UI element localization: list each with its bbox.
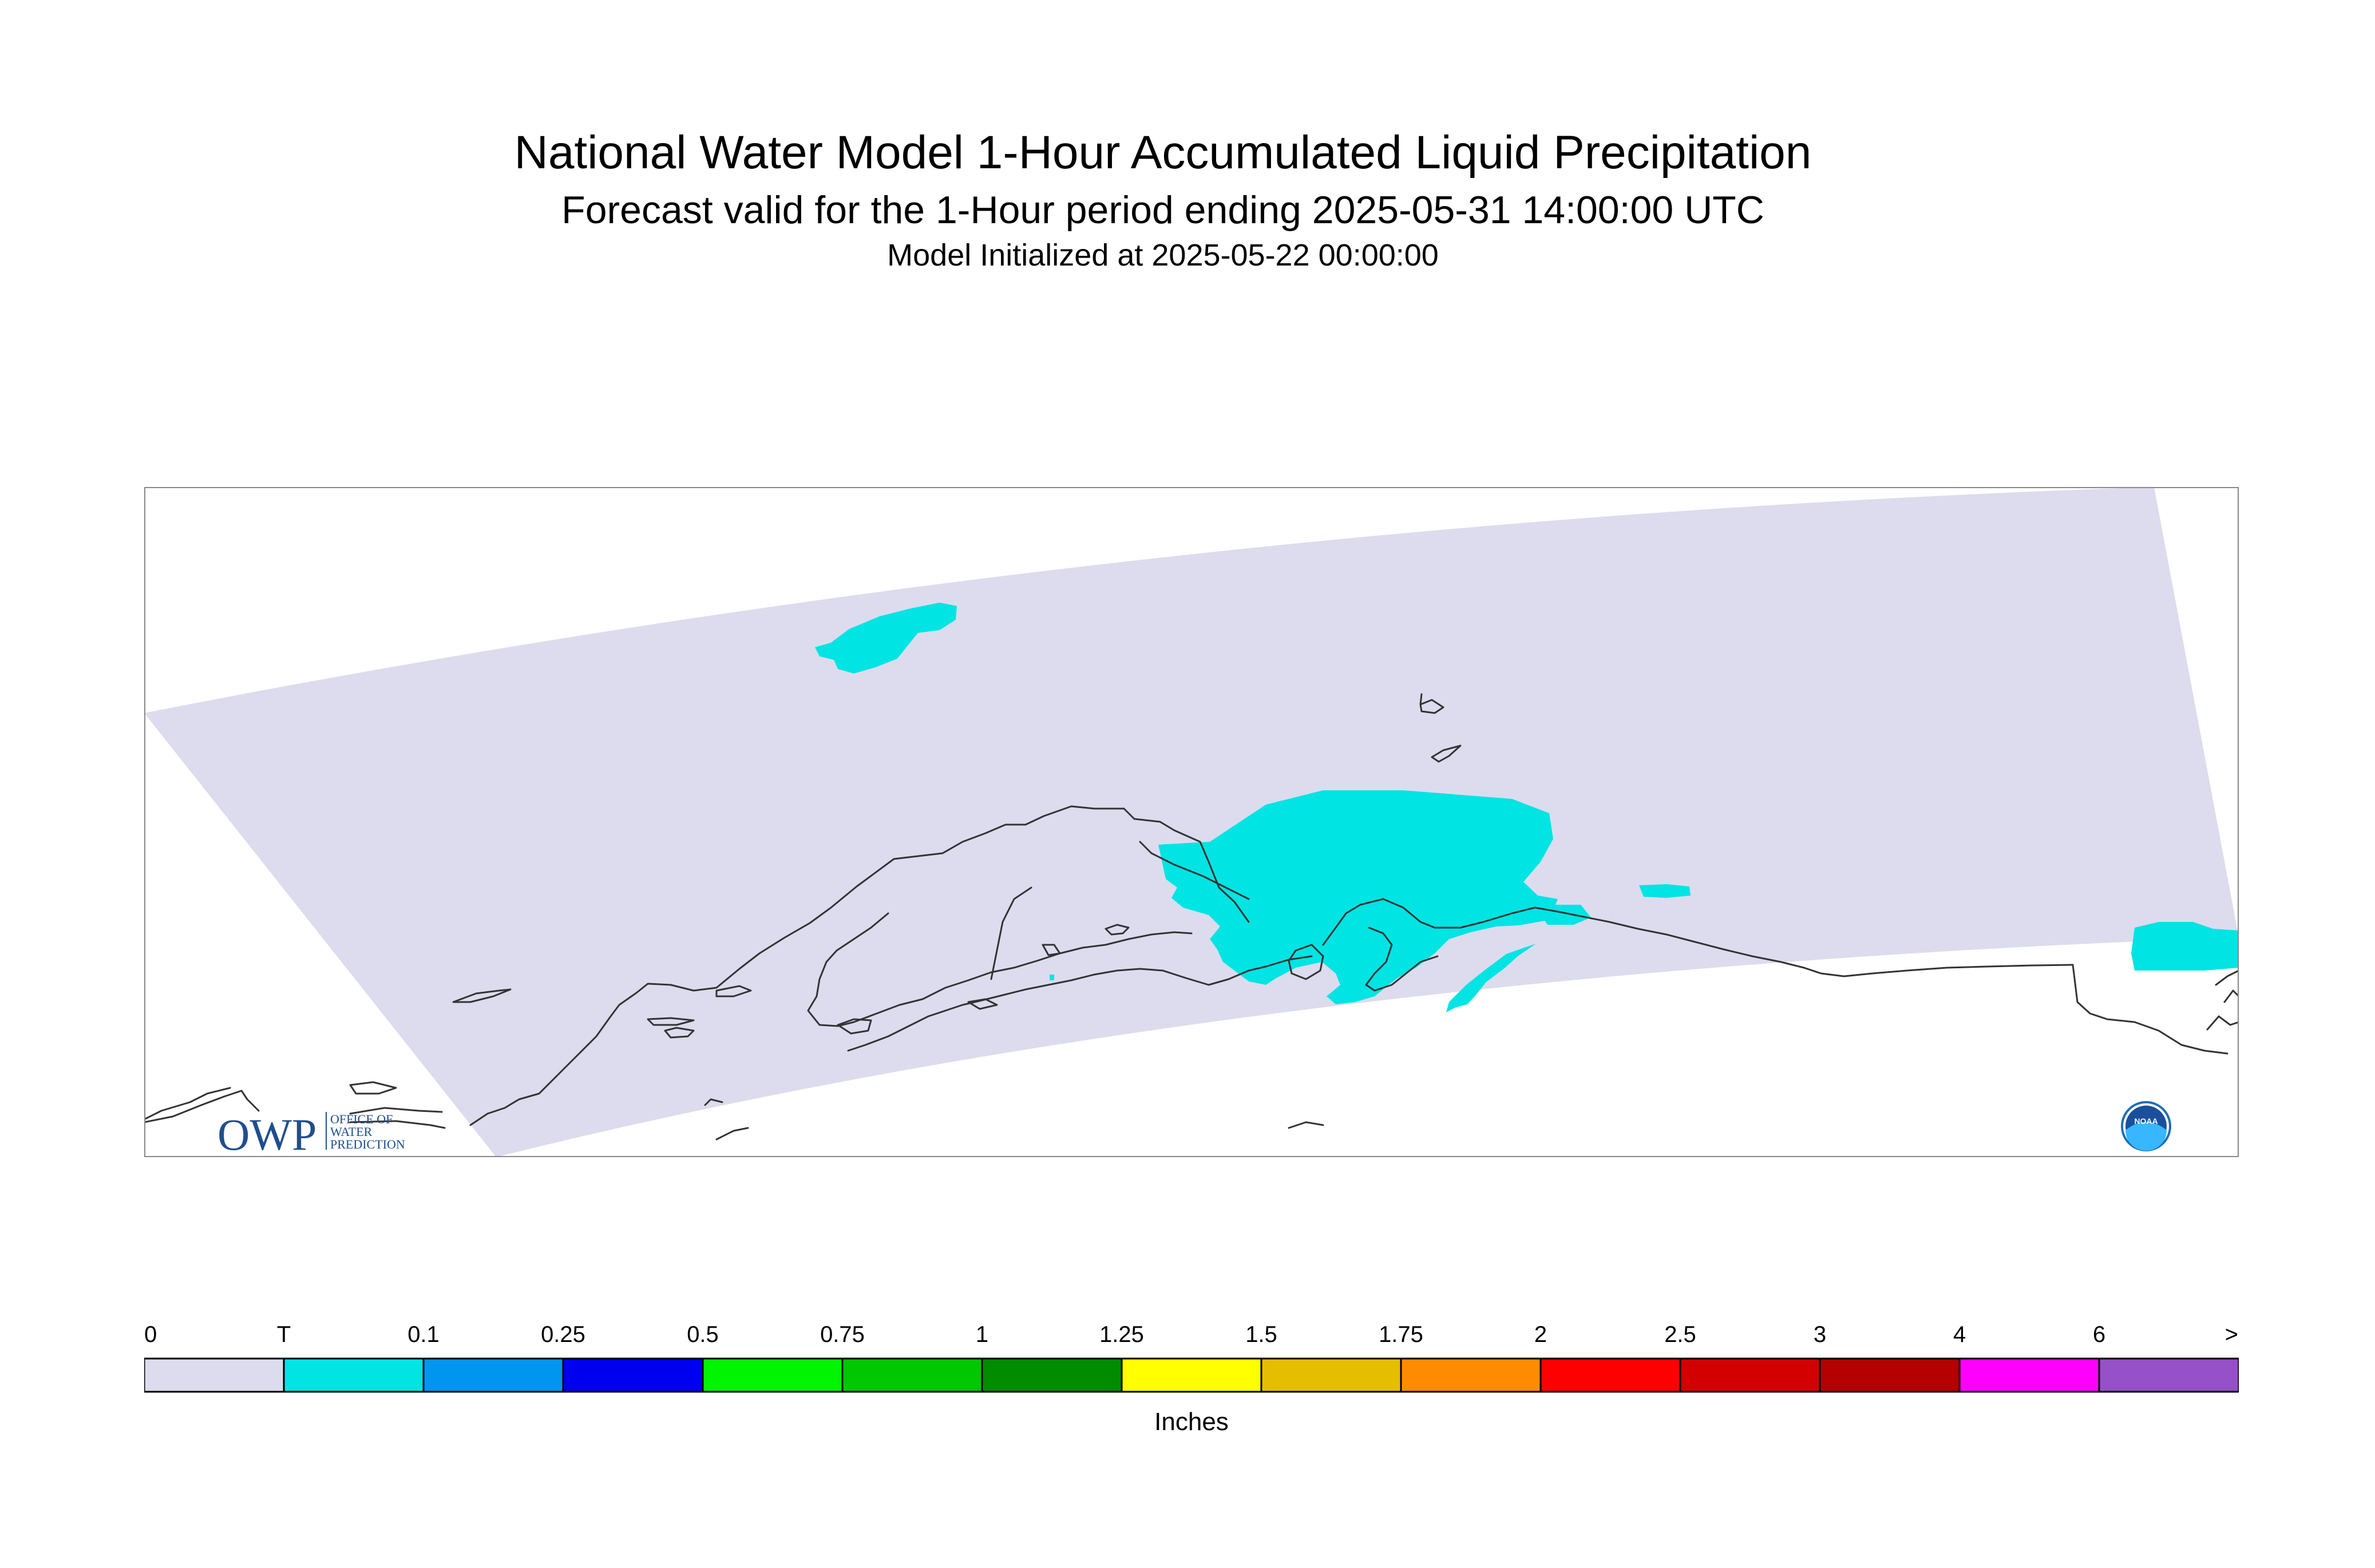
precip-area-speck: [1050, 975, 1054, 980]
colorbar-bins: [144, 1357, 2239, 1393]
noaa-emblem-label: NOAA: [2134, 1116, 2158, 1126]
model-init-line: Model Initialized at 2025-05-22 00:00:00: [887, 238, 1439, 272]
colorbar-tick-label: 6: [2093, 1322, 2105, 1347]
colorbar-bin-7: [1121, 1357, 1262, 1393]
coastlines: [144, 693, 2239, 1141]
colorbar-tick-label: 2.5: [1664, 1322, 1696, 1347]
colorbar-tick-label: 1.75: [1379, 1322, 1423, 1347]
colorbar-tick-label: 0.75: [820, 1322, 865, 1347]
colorbar-bin-8: [1260, 1357, 1402, 1393]
colorbar-units-label: Inches: [1154, 1408, 1229, 1436]
colorbar-bin-11: [1679, 1357, 1821, 1393]
colorbar-tick-label: 1.5: [1245, 1322, 1277, 1347]
colorbar-tick-label: 4: [1953, 1322, 1966, 1347]
owp-logo-line1: OFFICE OF: [330, 1112, 393, 1126]
map-title: National Water Model 1-Hour Accumulated …: [514, 126, 1812, 179]
colorbar-bin-14: [2098, 1357, 2239, 1393]
colorbar-bin-5: [841, 1357, 983, 1393]
colorbar-bin-10: [1539, 1357, 1681, 1393]
forecast-valid-subtitle: Forecast valid for the 1-Hour period end…: [561, 188, 1764, 232]
noaa-emblem: NOAA: [2121, 1101, 2171, 1151]
colorbar-bin-13: [1958, 1357, 2100, 1393]
colorbar-tick-labels: 0 T 0.1 0.25 0.5 0.75 1 1.25 1.5 1.75 2 2.5 3 4 6 >: [144, 1322, 2238, 1347]
precip-area-yakutat: [1639, 884, 1691, 898]
colorbar-bin-4: [702, 1357, 844, 1393]
colorbar: 0 T 0.1 0.25 0.5 0.75 1 1.25 1.5 1.75 2 2.5 3 4 6 >: [144, 1322, 2239, 1393]
model-domain: [144, 487, 2239, 1157]
colorbar-tick-label: 0.1: [407, 1322, 440, 1347]
precipitation-map: OWP OFFICE OF WATER PREDICTION NOAA: [144, 487, 2239, 1157]
colorbar-tick-label: T: [277, 1322, 291, 1347]
owp-logo-line2: WATER: [330, 1124, 373, 1139]
precip-area-panhandle: [2131, 922, 2239, 971]
colorbar-tick-label: 3: [1814, 1322, 1826, 1347]
precip-area-coastal-strip: [1446, 944, 1536, 1012]
precip-area-southcentral: [1158, 790, 1555, 1004]
colorbar-bin-0: [144, 1357, 285, 1393]
colorbar-tick-label: 1.25: [1099, 1322, 1144, 1347]
map-frame: [144, 487, 2239, 1157]
owp-logo: OWP OFFICE OF WATER PREDICTION: [217, 1110, 405, 1157]
colorbar-bin-1: [283, 1357, 425, 1393]
colorbar-tick-label: 1: [976, 1322, 988, 1347]
owp-logo-abbrev: OWP: [217, 1110, 316, 1157]
colorbar-bin-9: [1400, 1357, 1542, 1393]
colorbar-tick-label: 0.25: [541, 1322, 585, 1347]
colorbar-tick-label: >: [2225, 1322, 2238, 1347]
colorbar-bin-6: [981, 1357, 1123, 1393]
colorbar-tick-label: 2: [1534, 1322, 1547, 1347]
precip-area-arctic: [815, 603, 957, 674]
colorbar-tick-label: 0: [144, 1322, 157, 1347]
colorbar-bin-2: [422, 1357, 564, 1393]
colorbar-bin-12: [1819, 1357, 1961, 1393]
owp-logo-line3: PREDICTION: [330, 1137, 405, 1151]
colorbar-tick-label: 0.5: [687, 1322, 719, 1347]
colorbar-bin-3: [562, 1357, 704, 1393]
